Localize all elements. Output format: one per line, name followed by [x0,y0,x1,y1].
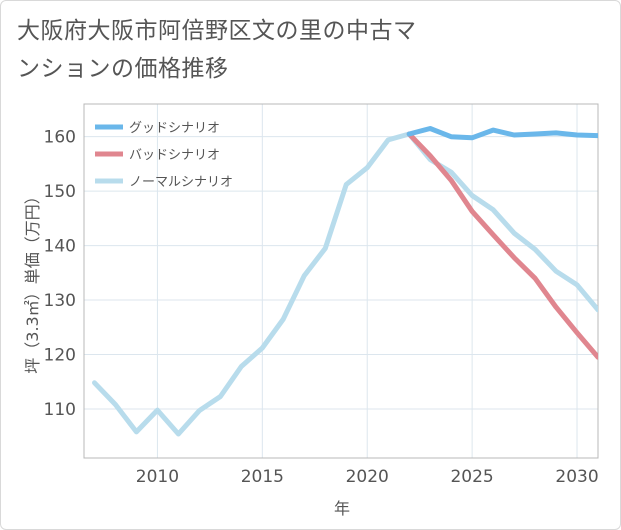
series-line-1 [406,131,598,360]
x-tick-label-2010: 2010 [136,467,179,487]
x-tick-label-2020: 2020 [346,467,389,487]
chart-title: 大阪府大阪市阿倍野区文の里の中古マンションの価格推移 [17,18,417,82]
y-tick-label-160: 160 [44,128,76,148]
y-tick-label-120: 120 [44,346,76,366]
legend-label-1: バッドシナリオ [129,148,220,163]
y-tick-label-140: 140 [44,237,76,257]
x-tick-label-2015: 2015 [241,467,284,487]
x-tick-label-2030: 2030 [555,467,598,487]
legend-label-2: ノーマルシナリオ [129,175,233,190]
y-tick-label-130: 130 [44,291,76,311]
series-line-2 [92,131,598,437]
y-axis-label: 坪（3.3㎡）単価（万円） [23,188,42,373]
x-axis-label: 年 [334,499,350,518]
y-tick-label-110: 110 [44,400,76,420]
y-tick-label-150: 150 [44,182,76,202]
x-tick-label-2025: 2025 [450,467,493,487]
legend-label-0: グッドシナリオ [129,121,220,136]
plot-area-border [83,103,599,459]
series-line-0 [406,126,598,141]
